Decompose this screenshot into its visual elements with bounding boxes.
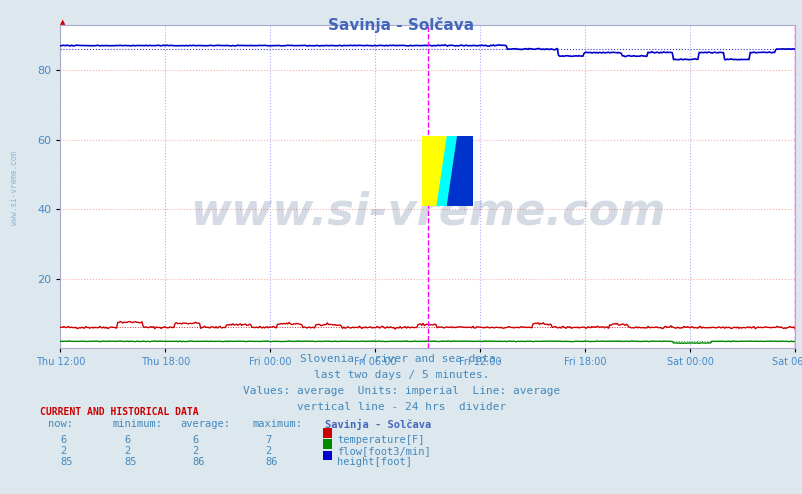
Text: height[foot]: height[foot] — [337, 457, 411, 467]
Text: 86: 86 — [265, 457, 277, 467]
Polygon shape — [421, 136, 447, 206]
Text: ▲: ▲ — [60, 19, 66, 25]
Text: 6: 6 — [60, 435, 67, 445]
Text: 6: 6 — [192, 435, 199, 445]
Text: 6: 6 — [124, 435, 131, 445]
Text: Savinja - Solčava: Savinja - Solčava — [328, 17, 474, 33]
Text: vertical line - 24 hrs  divider: vertical line - 24 hrs divider — [297, 402, 505, 412]
Text: CURRENT AND HISTORICAL DATA: CURRENT AND HISTORICAL DATA — [40, 407, 199, 416]
Text: now:: now: — [48, 419, 73, 429]
Text: 85: 85 — [60, 457, 73, 467]
Text: Slovenia / river and sea data.: Slovenia / river and sea data. — [300, 354, 502, 364]
Text: last two days / 5 minutes.: last two days / 5 minutes. — [314, 370, 488, 380]
Polygon shape — [436, 136, 457, 206]
Text: 86: 86 — [192, 457, 205, 467]
Text: 2: 2 — [60, 446, 67, 456]
Text: 85: 85 — [124, 457, 137, 467]
Text: minimum:: minimum: — [112, 419, 162, 429]
Text: 7: 7 — [265, 435, 271, 445]
Text: maximum:: maximum: — [253, 419, 302, 429]
Polygon shape — [447, 136, 472, 206]
Text: Savinja - Solčava: Savinja - Solčava — [325, 419, 431, 430]
Text: www.si-vreme.com: www.si-vreme.com — [189, 191, 665, 234]
Text: www.si-vreme.com: www.si-vreme.com — [10, 151, 18, 225]
Text: 2: 2 — [124, 446, 131, 456]
Text: 2: 2 — [192, 446, 199, 456]
Text: Values: average  Units: imperial  Line: average: Values: average Units: imperial Line: av… — [242, 386, 560, 396]
Text: temperature[F]: temperature[F] — [337, 435, 424, 445]
Text: average:: average: — [180, 419, 230, 429]
Text: flow[foot3/min]: flow[foot3/min] — [337, 446, 431, 456]
Text: 2: 2 — [265, 446, 271, 456]
